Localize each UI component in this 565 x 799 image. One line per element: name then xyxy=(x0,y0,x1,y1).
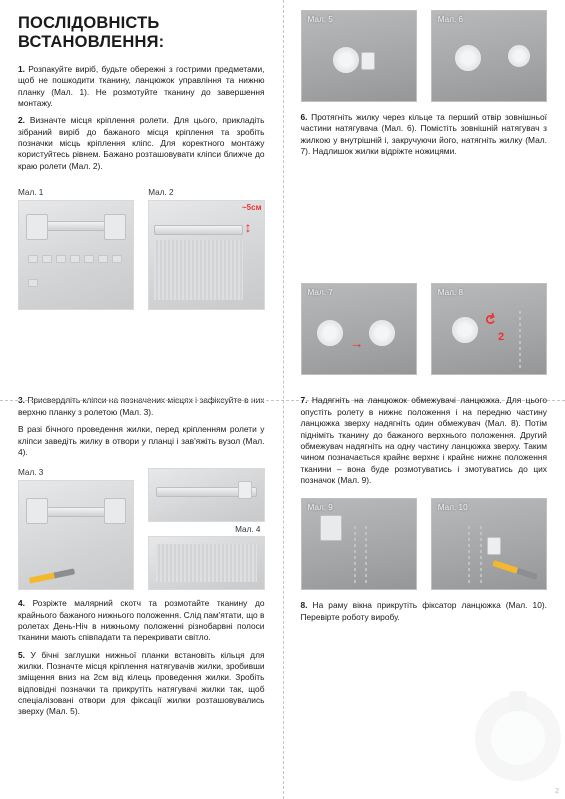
figure-8-callout: 2 xyxy=(498,331,504,343)
figure-5: Мал. 5 xyxy=(301,10,417,102)
step-1-num: 1. xyxy=(18,64,25,74)
figure-7-label: Мал. 7 xyxy=(308,288,333,297)
step-2-num: 2. xyxy=(18,115,25,125)
figure-3-illustration xyxy=(18,480,134,590)
figure-6-label: Мал. 6 xyxy=(438,15,463,24)
figure-2: Мал. 2 ~5см ↕ xyxy=(148,188,264,310)
page-number: 2 xyxy=(555,788,559,795)
figure-5-illustration: Мал. 5 xyxy=(301,10,417,102)
figure-row-7-8: Мал. 7 → Мал. 8 ↻ 2 xyxy=(301,283,548,375)
figure-8: Мал. 8 ↻ 2 xyxy=(431,283,547,375)
page-title: ПОСЛІДОВНІСТЬ ВСТАНОВЛЕННЯ: xyxy=(18,14,265,52)
step-2: 2. Визначте місця кріплення ролети. Для … xyxy=(18,115,265,172)
figure-4b-illustration xyxy=(148,536,264,590)
figure-2-label: Мал. 2 xyxy=(148,188,264,197)
figure-4-label: Мал. 4 xyxy=(235,525,264,534)
step-7-num: 7. xyxy=(301,395,308,405)
figure-8-arrow-icon: ↻ xyxy=(480,312,500,329)
figure-4-stack: Мал. 4 xyxy=(148,468,264,590)
step-6-text: Протягніть жилку через кільце та перший … xyxy=(301,112,548,156)
step-1: 1. Розпакуйте виріб, будьте обережні з г… xyxy=(18,64,265,109)
step-8-text: На раму вікна прикрутіть фіксатор ланцюж… xyxy=(301,600,548,621)
figure-7-illustration: Мал. 7 → xyxy=(301,283,417,375)
step-5-text: У бічні заглушки нижньої планки встанові… xyxy=(18,650,265,717)
figure-9-label: Мал. 9 xyxy=(308,503,333,512)
figure-4a-illustration xyxy=(148,468,264,522)
step-6-num: 6. xyxy=(301,112,308,122)
figure-7-arrow-icon: → xyxy=(349,335,363,351)
figure-10-label: Мал. 10 xyxy=(438,503,468,512)
figure-9: Мал. 9 xyxy=(301,498,417,590)
figure-10: Мал. 10 xyxy=(431,498,547,590)
figure-8-illustration: Мал. 8 ↻ 2 xyxy=(431,283,547,375)
figure-9-illustration: Мал. 9 xyxy=(301,498,417,590)
step-2-text: Визначте місця кріплення ролети. Для цьо… xyxy=(18,115,265,170)
figure-6-illustration: Мал. 6 xyxy=(431,10,547,102)
figure-7: Мал. 7 → xyxy=(301,283,417,375)
figure-3-label: Мал. 3 xyxy=(18,468,134,477)
figure-row-1-2: Мал. 1 Мал. 2 ~5см ↕ xyxy=(18,188,265,310)
panel-left-bottom: 3. Присвердліть кліпси на позначених міс… xyxy=(0,381,283,799)
figure-3: Мал. 3 xyxy=(18,468,134,590)
step-7-text: Надягніть на ланцюжок обмежувачі ланцюжк… xyxy=(301,395,548,484)
step-5-num: 5. xyxy=(18,650,25,660)
panel-right-bottom: 7. Надягніть на ланцюжок обмежувачі ланц… xyxy=(283,381,565,799)
figure-5-label: Мал. 5 xyxy=(308,15,333,24)
step-3b: В разі бічного проведення жилки, перед к… xyxy=(18,424,265,458)
figure-2-dimension: ~5см xyxy=(242,203,262,212)
step-8: 8. На раму вікна прикрутіть фіксатор лан… xyxy=(301,600,548,623)
step-4-num: 4. xyxy=(18,598,25,608)
figure-row-9-10: Мал. 9 Мал. 10 xyxy=(301,498,548,590)
panel-left-top: ПОСЛІДОВНІСТЬ ВСТАНОВЛЕННЯ: 1. Розпакуйт… xyxy=(0,0,283,381)
figure-row-5-6: Мал. 5 Мал. 6 xyxy=(301,10,548,102)
figure-8-label: Мал. 8 xyxy=(438,288,463,297)
figure-2-illustration: ~5см ↕ xyxy=(148,200,264,310)
figure-1-illustration xyxy=(18,200,134,310)
brand-watermark-icon xyxy=(475,695,561,781)
figure-1-label: Мал. 1 xyxy=(18,188,134,197)
panel-right-top: Мал. 5 Мал. 6 6. Протягніть жилку через … xyxy=(283,0,565,381)
figure-row-3-4: Мал. 3 Мал. 4 xyxy=(18,468,265,590)
step-8-num: 8. xyxy=(301,600,308,610)
step-7: 7. Надягніть на ланцюжок обмежувачі ланц… xyxy=(301,395,548,486)
step-4-text: Розріжте малярний скотч та розмотайте тк… xyxy=(18,598,265,642)
step-6: 6. Протягніть жилку через кільце та перш… xyxy=(301,112,548,157)
figure-1: Мал. 1 xyxy=(18,188,134,310)
step-5: 5. У бічні заглушки нижньої планки встан… xyxy=(18,650,265,718)
figure-2-arrow-icon: ↕ xyxy=(245,219,252,235)
step-4: 4. Розріжте малярний скотч та розмотайте… xyxy=(18,598,265,643)
figure-10-illustration: Мал. 10 xyxy=(431,498,547,590)
figure-6: Мал. 6 xyxy=(431,10,547,102)
step-1-text: Розпакуйте виріб, будьте обережні з гост… xyxy=(18,64,265,108)
